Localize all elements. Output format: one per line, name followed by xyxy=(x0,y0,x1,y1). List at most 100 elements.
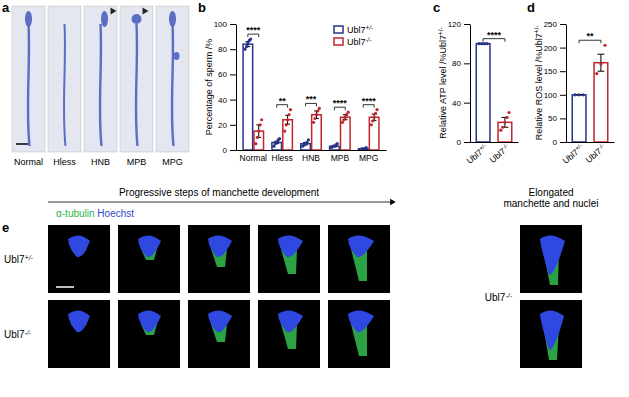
data-point xyxy=(499,129,502,132)
tick: 150 xyxy=(544,67,566,76)
image-frame xyxy=(328,225,390,293)
image-frame xyxy=(520,225,582,293)
tick-mark xyxy=(560,24,566,25)
data-point xyxy=(483,42,486,45)
data-point xyxy=(573,93,576,96)
image-frame xyxy=(188,300,250,368)
sperm-tail xyxy=(136,24,138,146)
y-axis: 04080120 xyxy=(448,20,471,147)
tick-label: MPB xyxy=(331,153,350,163)
tick-label: 0 xyxy=(553,138,558,147)
panel-letter: e xyxy=(2,220,9,235)
tick: Ubl7+/- xyxy=(561,142,586,165)
image-frame xyxy=(520,300,582,368)
tick-mark xyxy=(230,125,236,126)
tick: 100 xyxy=(544,91,566,100)
data-point xyxy=(505,116,508,119)
tick: 0 xyxy=(457,138,470,147)
significance-label: **** xyxy=(246,25,261,35)
tick-label: Hless xyxy=(272,153,293,163)
tick-mark xyxy=(464,63,470,64)
sperm-tail xyxy=(64,24,66,146)
chart: 020406080100NormalHlessHNBMPBMPGPercenta… xyxy=(204,20,387,163)
data-point xyxy=(370,123,373,126)
x-axis: Ubl7+/-Ubl7-/- xyxy=(465,142,519,165)
significance-label: **** xyxy=(333,98,348,108)
tick: Normal xyxy=(240,153,268,163)
legend-label: Ubl7-/- xyxy=(347,36,371,48)
tick: MPB xyxy=(331,153,350,163)
nucleus xyxy=(348,235,374,257)
tick-label: 80 xyxy=(452,59,461,68)
data-point xyxy=(285,123,288,126)
tick-mark xyxy=(230,49,236,50)
tick-label: Ubl7+/- xyxy=(561,142,586,165)
side-title: Elongated xyxy=(528,187,573,198)
data-point xyxy=(599,63,602,66)
image-frame xyxy=(118,225,180,293)
data-point xyxy=(254,142,257,145)
tick-label: 60 xyxy=(218,70,227,79)
nucleus xyxy=(348,310,374,332)
data-point xyxy=(374,112,377,115)
plot-area xyxy=(572,44,608,142)
data-point xyxy=(278,137,281,140)
nucleus xyxy=(208,310,232,332)
bar xyxy=(312,115,322,150)
tick-label: 20 xyxy=(218,121,227,130)
plot-area xyxy=(476,42,512,142)
error-bar xyxy=(597,54,604,71)
data-point xyxy=(595,72,598,75)
tick-label: Ubl7-/- xyxy=(584,142,608,165)
tick-mark xyxy=(230,74,236,75)
tick: 0 xyxy=(553,138,566,147)
image-frame xyxy=(12,6,45,152)
scale-bar xyxy=(16,143,28,145)
panel-title: Progressive steps of manchette developme… xyxy=(119,187,319,198)
image-label: MPG xyxy=(162,157,183,167)
row-label: Ubl7-/- xyxy=(4,329,32,341)
tick-label: 0 xyxy=(223,146,228,155)
sperm-tail xyxy=(100,24,102,146)
image-frame xyxy=(48,300,110,368)
side-title: manchette and nuclei xyxy=(503,198,598,209)
bar xyxy=(594,63,608,142)
data-point xyxy=(318,107,321,110)
significance-label: *** xyxy=(306,94,317,104)
significance-label: ** xyxy=(586,31,594,41)
data-point xyxy=(477,42,480,45)
plot-area xyxy=(243,38,379,150)
significance-label: ** xyxy=(279,96,287,106)
legend: Ubl7+/-Ubl7-/- xyxy=(334,24,373,48)
tick-label: 40 xyxy=(218,96,227,105)
y-axis: 020406080100 xyxy=(214,20,237,155)
image-label: Hless xyxy=(53,157,76,167)
tick: 50 xyxy=(548,114,566,123)
data-point xyxy=(373,116,376,119)
tick-label: 0 xyxy=(457,138,462,147)
axis-title: Percentage of sperm /% xyxy=(204,39,214,136)
tick-label: 100 xyxy=(214,20,228,29)
nucleus xyxy=(278,235,303,257)
tick: MPG xyxy=(359,153,378,163)
tick: 200 xyxy=(544,44,566,53)
data-point xyxy=(603,44,606,47)
stain-legend: α-tubulin Hoechst xyxy=(56,208,134,219)
arrowhead xyxy=(108,8,117,16)
tick: HNB xyxy=(302,153,320,163)
tick-mark xyxy=(560,95,566,96)
arrowhead xyxy=(140,8,149,16)
nucleus xyxy=(68,235,90,257)
image-frame xyxy=(120,6,153,152)
data-point xyxy=(257,130,260,133)
data-point xyxy=(507,111,510,114)
legend-swatch xyxy=(334,26,343,33)
data-point xyxy=(480,42,483,45)
axis-line xyxy=(236,25,237,151)
panel-letter: c xyxy=(433,0,440,15)
tick: 0 xyxy=(223,146,236,155)
panel-letter: d xyxy=(527,0,535,15)
panel-letter: a xyxy=(2,0,10,15)
sperm-head xyxy=(25,11,32,27)
row-label: Ubl7-/- xyxy=(485,291,513,303)
